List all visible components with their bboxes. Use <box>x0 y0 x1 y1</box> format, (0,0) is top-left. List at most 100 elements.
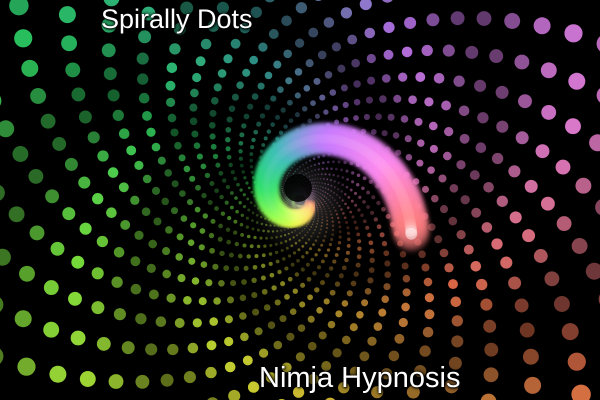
spiral-dot <box>251 93 259 100</box>
spiral-dot <box>274 114 281 120</box>
spiral-dot <box>332 348 342 358</box>
spiral-dot <box>338 382 350 394</box>
spiral-dot <box>87 131 100 144</box>
spiral-dot <box>325 397 335 400</box>
spiral-dot <box>239 132 245 138</box>
spiral-dot <box>380 368 393 380</box>
spiral-dot <box>101 17 117 33</box>
spiral-dot <box>243 265 249 271</box>
spiral-dot <box>438 174 447 183</box>
spiral-dot <box>157 156 166 165</box>
spiral-dot <box>323 298 330 305</box>
spiral-dot <box>275 259 280 264</box>
spiral-dot <box>264 104 271 111</box>
spiral-dot <box>247 208 251 212</box>
spiral-dot <box>195 56 206 67</box>
spiral-dot <box>258 155 263 159</box>
spiral-dot <box>300 282 306 288</box>
spiral-dot <box>187 239 195 246</box>
spiral-dot <box>514 54 530 70</box>
spiral-dot <box>302 106 308 112</box>
spiral-dot <box>97 150 109 162</box>
spiral-dot <box>393 94 402 103</box>
spiral-dot <box>234 196 238 200</box>
spiral-dot <box>294 38 305 48</box>
spiral-dot <box>295 2 308 14</box>
spiral-dot <box>379 232 385 238</box>
spiral-dot <box>269 272 275 278</box>
spiral-dot <box>229 191 234 195</box>
spiral-dot <box>52 137 67 151</box>
spiral-dot <box>458 105 470 117</box>
spiral-dot <box>239 294 247 302</box>
spiral-dot <box>307 315 315 323</box>
spiral-dot <box>210 143 217 150</box>
spiral-dot <box>357 208 361 212</box>
spiral-dot <box>247 103 254 110</box>
spiral-dot <box>424 292 435 303</box>
center-glow <box>250 155 350 255</box>
spiral-dot <box>326 248 331 252</box>
spiral-dot <box>401 262 409 270</box>
spiral-dot <box>167 113 177 123</box>
spiral-dot <box>207 199 213 206</box>
spiral-dot <box>250 170 254 174</box>
spiral-dot <box>366 190 371 195</box>
spiral-dot <box>376 224 382 230</box>
spiral-dot <box>381 206 386 212</box>
spiral-dot <box>174 318 185 328</box>
spiral-dot <box>274 250 279 255</box>
spiral-dot <box>224 336 234 347</box>
spiral-dot <box>240 232 245 237</box>
spiral-dot <box>252 264 258 270</box>
spiral-dot <box>258 348 269 358</box>
spiral-dot <box>444 126 454 137</box>
spiral-dot <box>337 160 341 164</box>
spiral-dot <box>314 113 320 119</box>
spiral-dot <box>209 317 219 326</box>
spiral-dot <box>284 266 289 271</box>
spiral-dot <box>225 146 231 152</box>
spiral-dot <box>234 241 239 247</box>
spiral-dot <box>188 257 196 265</box>
spiral-dot <box>355 226 359 230</box>
spiral-dot <box>268 252 273 256</box>
spiral-dot <box>508 276 522 290</box>
spiral-dot <box>341 265 347 271</box>
spiral-dot <box>249 165 254 169</box>
spiral-dot <box>134 230 144 240</box>
spiral-dot <box>474 79 487 92</box>
spiral-dot <box>261 288 268 295</box>
spiral-dot <box>177 274 186 283</box>
spiral-dot <box>14 310 32 328</box>
spiral-dot <box>544 271 560 287</box>
spiral-dot <box>349 188 353 192</box>
spiral-dot <box>275 136 280 141</box>
spiral-dot <box>459 133 470 144</box>
spiral-dot <box>286 332 295 341</box>
spiral-dot <box>381 74 391 83</box>
spiral-dot <box>589 134 600 152</box>
spiral-dot <box>193 142 201 149</box>
spiral-dot <box>242 243 247 248</box>
spiral-dot <box>136 52 149 65</box>
spiral-dot <box>271 285 277 291</box>
spiral-dot <box>135 313 147 325</box>
spiral-dot <box>292 288 298 294</box>
spiral-dot <box>303 85 311 92</box>
spiral-dot <box>171 180 179 188</box>
spiral-dot <box>322 154 326 158</box>
spiral-dot <box>230 280 237 287</box>
spiral-dot <box>121 341 135 355</box>
spiral-dot <box>239 222 244 227</box>
spiral-dot <box>233 176 238 181</box>
spiral-dot <box>274 299 281 306</box>
spiral-dot <box>367 336 377 346</box>
spiral-dot <box>239 188 243 192</box>
spiral-dot <box>448 356 462 370</box>
spiral-dot <box>346 177 350 181</box>
spiral-dot <box>316 265 322 270</box>
spiral-dot <box>238 140 244 146</box>
spiral-dot <box>170 128 179 137</box>
